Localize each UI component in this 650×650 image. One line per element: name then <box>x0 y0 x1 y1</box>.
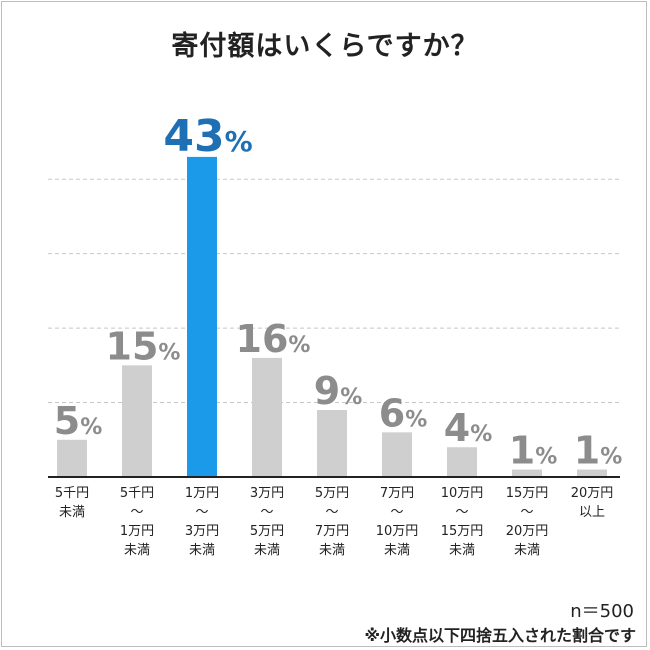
value-number: 15 <box>106 324 159 368</box>
value-label: 5% <box>54 399 103 443</box>
value-label: 1% <box>509 429 558 473</box>
value-unit: % <box>158 340 180 365</box>
value-unit: % <box>340 385 362 410</box>
value-unit: % <box>405 407 427 432</box>
footnote: ※小数点以下四捨五入された割合です <box>364 626 636 645</box>
category-label: 5千円 未満 <box>54 486 90 520</box>
bar <box>317 410 347 477</box>
value-number: 4 <box>444 406 470 450</box>
category-label: 20万円 以上 <box>570 486 614 520</box>
value-unit: % <box>600 445 622 470</box>
bar <box>512 469 542 477</box>
value-unit: % <box>288 333 310 358</box>
category-label: 10万円 〜 15万円 未満 <box>440 486 484 558</box>
grid-lines <box>48 178 620 404</box>
value-label: 1% <box>574 429 623 473</box>
bar <box>252 357 282 477</box>
category-label: 3万円 〜 5万円 未満 <box>249 486 285 558</box>
value-number: 1 <box>509 429 535 473</box>
bars <box>57 156 607 477</box>
bar <box>187 156 217 477</box>
value-label: 9% <box>314 369 363 413</box>
value-unit: % <box>80 415 102 440</box>
value-number: 5 <box>54 399 80 443</box>
value-label: 43% <box>163 111 252 162</box>
value-unit: % <box>535 445 557 470</box>
value-label: 15% <box>106 324 181 368</box>
value-number: 43 <box>163 111 224 162</box>
sample-size: n＝500 <box>570 601 634 622</box>
category-label: 1万円 〜 3万円 未満 <box>184 486 220 558</box>
value-label: 4% <box>444 406 493 450</box>
chart-title: 寄付額はいくらですか？ <box>171 31 479 62</box>
bar <box>122 365 152 477</box>
value-unit: % <box>225 125 253 158</box>
value-number: 6 <box>379 391 405 435</box>
bar <box>447 447 477 477</box>
value-number: 16 <box>236 317 289 361</box>
category-label: 5万円 〜 7万円 未満 <box>314 486 350 558</box>
value-unit: % <box>470 422 492 447</box>
value-label: 16% <box>236 317 311 361</box>
bar <box>577 469 607 477</box>
bar <box>57 439 87 477</box>
value-number: 9 <box>314 369 340 413</box>
value-number: 1 <box>574 429 600 473</box>
value-labels: 5%15%43%16%9% 6% 4% 1% 1% <box>54 111 623 473</box>
value-label: 6% <box>379 391 428 435</box>
category-label: 15万円 〜 20万円 未満 <box>505 486 549 558</box>
bar <box>382 432 412 477</box>
category-label: 7万円 〜 10万円 未満 <box>375 486 419 558</box>
category-label: 5千円 〜 1万円 未満 <box>119 486 155 558</box>
